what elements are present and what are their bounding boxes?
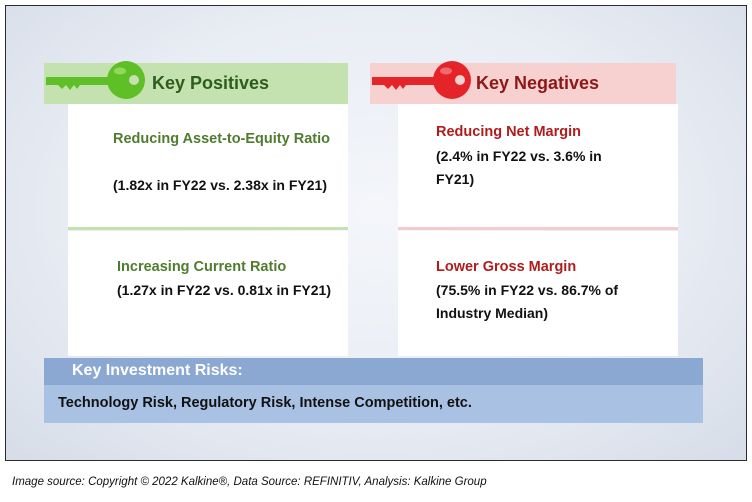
negative-card-1: Reducing Net Margin (2.4% in FY22 vs. 3.… — [398, 104, 678, 228]
key-investment-risks-body: Technology Risk, Regulatory Risk, Intens… — [44, 385, 703, 423]
red-key-icon — [372, 61, 471, 99]
negative-item-title: Lower Gross Margin — [436, 259, 577, 275]
negative-item-title: Reducing Net Margin — [436, 124, 582, 140]
positive-item-detail: (1.27x in FY22 vs. 0.81x in FY21) — [117, 282, 331, 298]
key-positives-heading: Key Positives — [152, 73, 270, 93]
risks-text: Technology Risk, Regulatory Risk, Intens… — [58, 395, 472, 411]
positive-divider — [68, 227, 348, 230]
negative-item-detail: (75.5% in FY22 vs. 86.7% of Industry Med… — [436, 282, 619, 321]
negative-item-detail: (2.4% in FY22 vs. 3.6% in FY21) — [436, 148, 602, 187]
green-key-icon — [46, 61, 145, 99]
positive-card-2: Increasing Current Ratio (1.27x in FY22 … — [68, 231, 348, 356]
key-negatives-heading: Key Negatives — [476, 73, 600, 93]
negative-card-2: Lower Gross Margin (75.5% in FY22 vs. 86… — [398, 231, 678, 356]
image-source-caption: Image source: Copyright © 2022 Kalkine®,… — [12, 476, 487, 488]
key-investment-risks-header: Key Investment Risks: — [44, 358, 703, 385]
key-negatives-header: Key Negatives — [370, 63, 676, 104]
positive-item-detail: (1.82x in FY22 vs. 2.38x in FY21) — [113, 177, 327, 193]
positive-item-title: Reducing Asset-to-Equity Ratio — [113, 131, 330, 147]
positive-item-title: Increasing Current Ratio — [117, 259, 287, 275]
positive-card-1: Reducing Asset-to-Equity Ratio (1.82x in… — [68, 104, 348, 228]
risks-heading: Key Investment Risks: — [72, 362, 243, 379]
negative-divider — [398, 227, 678, 230]
